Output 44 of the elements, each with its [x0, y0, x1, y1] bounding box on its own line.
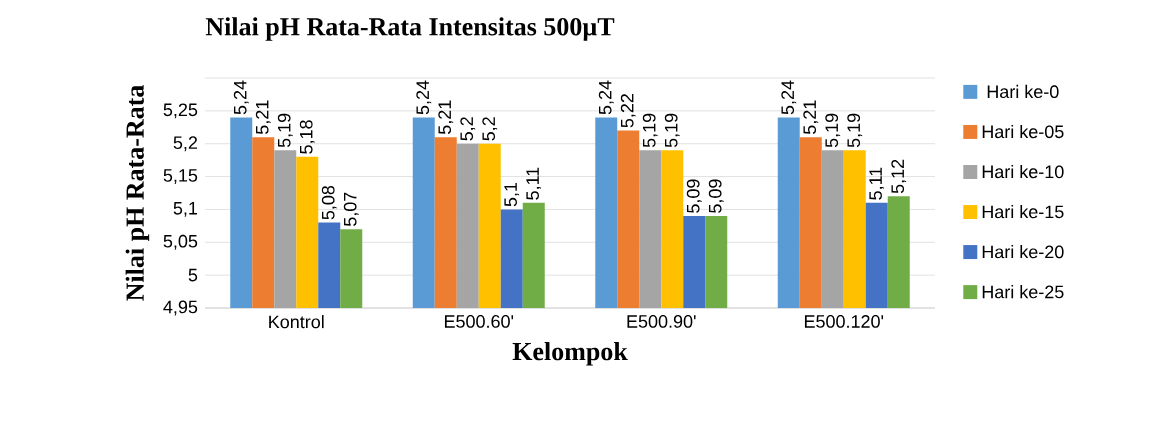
data-label: 5,19 [664, 113, 680, 148]
data-label: 5,2 [460, 117, 476, 141]
data-label: 5,19 [642, 113, 658, 148]
data-label: 5,19 [825, 113, 841, 148]
data-label: 5,19 [847, 113, 863, 148]
y-tick-label: 5,2 [173, 136, 198, 152]
data-label: 5,12 [891, 159, 907, 194]
y-tick-label: 5 [188, 268, 198, 282]
x-tick-label: Kontrol [269, 315, 324, 329]
data-label: 5,11 [869, 167, 885, 200]
data-label: 5,21 [803, 100, 819, 135]
data-label: 5,18 [299, 120, 315, 154]
data-label: 5,22 [620, 94, 636, 128]
y-tick-label: 5,1 [173, 202, 198, 217]
data-label: 5,2 [482, 117, 498, 141]
data-label: 5,09 [708, 179, 724, 213]
legend-label: Hari ke-15 [982, 205, 1064, 219]
y-axis-title: Nilai pH Rata-Rata [125, 85, 150, 301]
x-tick-label: E500.60' [444, 315, 514, 328]
x-tick-label: E500.90' [627, 315, 696, 328]
data-label: 5,21 [255, 100, 271, 135]
legend-label: Hari ke-0 [987, 84, 1059, 99]
data-label: 5,21 [438, 100, 454, 135]
legend-label: Hari ke-10 [982, 164, 1064, 179]
x-axis-title: Kelompok [512, 342, 628, 366]
data-label: 5,19 [277, 113, 293, 148]
data-label: 5,11 [526, 167, 542, 200]
y-tick-label: 5,25 [163, 103, 198, 119]
data-label: 5,1 [504, 182, 520, 207]
y-tick-label: 5,05 [163, 234, 198, 250]
data-label: 5,24 [781, 80, 797, 115]
data-label: 5,24 [598, 80, 614, 115]
data-label: 5,24 [233, 80, 249, 115]
legend-label: Hari ke-05 [982, 124, 1064, 139]
legend-label: Hari ke-20 [982, 245, 1064, 259]
x-tick-label: E500.120' [804, 315, 884, 328]
y-tick-label: 4,95 [163, 300, 198, 316]
legend-label: Hari ke-25 [982, 285, 1064, 299]
chart-title: Nilai pH Rata-Rata Intensitas 500µT [205, 17, 615, 41]
data-label: 5,09 [686, 179, 702, 213]
y-tick-label: 5,15 [163, 169, 198, 184]
data-label: 5,24 [416, 80, 432, 115]
data-label: 5,08 [321, 185, 337, 220]
data-label: 5,07 [343, 192, 359, 227]
